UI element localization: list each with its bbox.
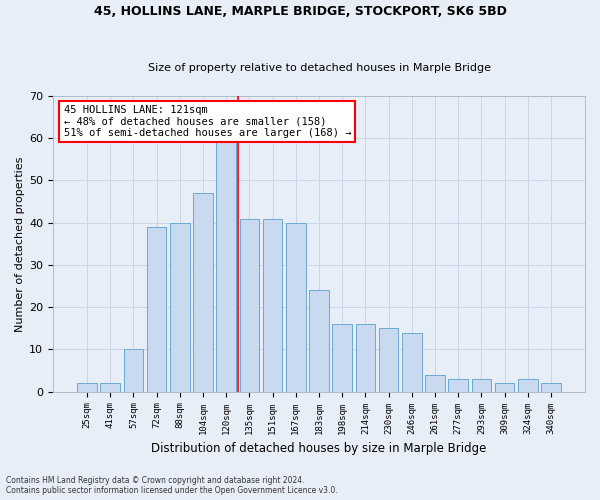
Bar [193,193,213,392]
Text: Contains HM Land Registry data © Crown copyright and database right 2024.
Contai: Contains HM Land Registry data © Crown c… [6,476,338,495]
Bar [170,222,190,392]
Bar [332,324,352,392]
Bar [217,142,236,392]
Bar [448,379,468,392]
Text: 45, HOLLINS LANE, MARPLE BRIDGE, STOCKPORT, SK6 5BD: 45, HOLLINS LANE, MARPLE BRIDGE, STOCKPO… [94,5,506,18]
Bar [518,379,538,392]
Bar [263,218,283,392]
Text: 45 HOLLINS LANE: 121sqm
← 48% of detached houses are smaller (158)
51% of semi-d: 45 HOLLINS LANE: 121sqm ← 48% of detache… [64,105,351,138]
Bar [472,379,491,392]
Bar [124,350,143,392]
Y-axis label: Number of detached properties: Number of detached properties [15,156,25,332]
Bar [541,383,561,392]
Bar [77,383,97,392]
Bar [239,218,259,392]
Bar [495,383,514,392]
Bar [286,222,305,392]
Bar [100,383,120,392]
Title: Size of property relative to detached houses in Marple Bridge: Size of property relative to detached ho… [148,63,491,73]
Bar [425,375,445,392]
Bar [309,290,329,392]
Bar [379,328,398,392]
Bar [356,324,375,392]
Bar [147,227,166,392]
Bar [402,332,422,392]
X-axis label: Distribution of detached houses by size in Marple Bridge: Distribution of detached houses by size … [151,442,487,455]
